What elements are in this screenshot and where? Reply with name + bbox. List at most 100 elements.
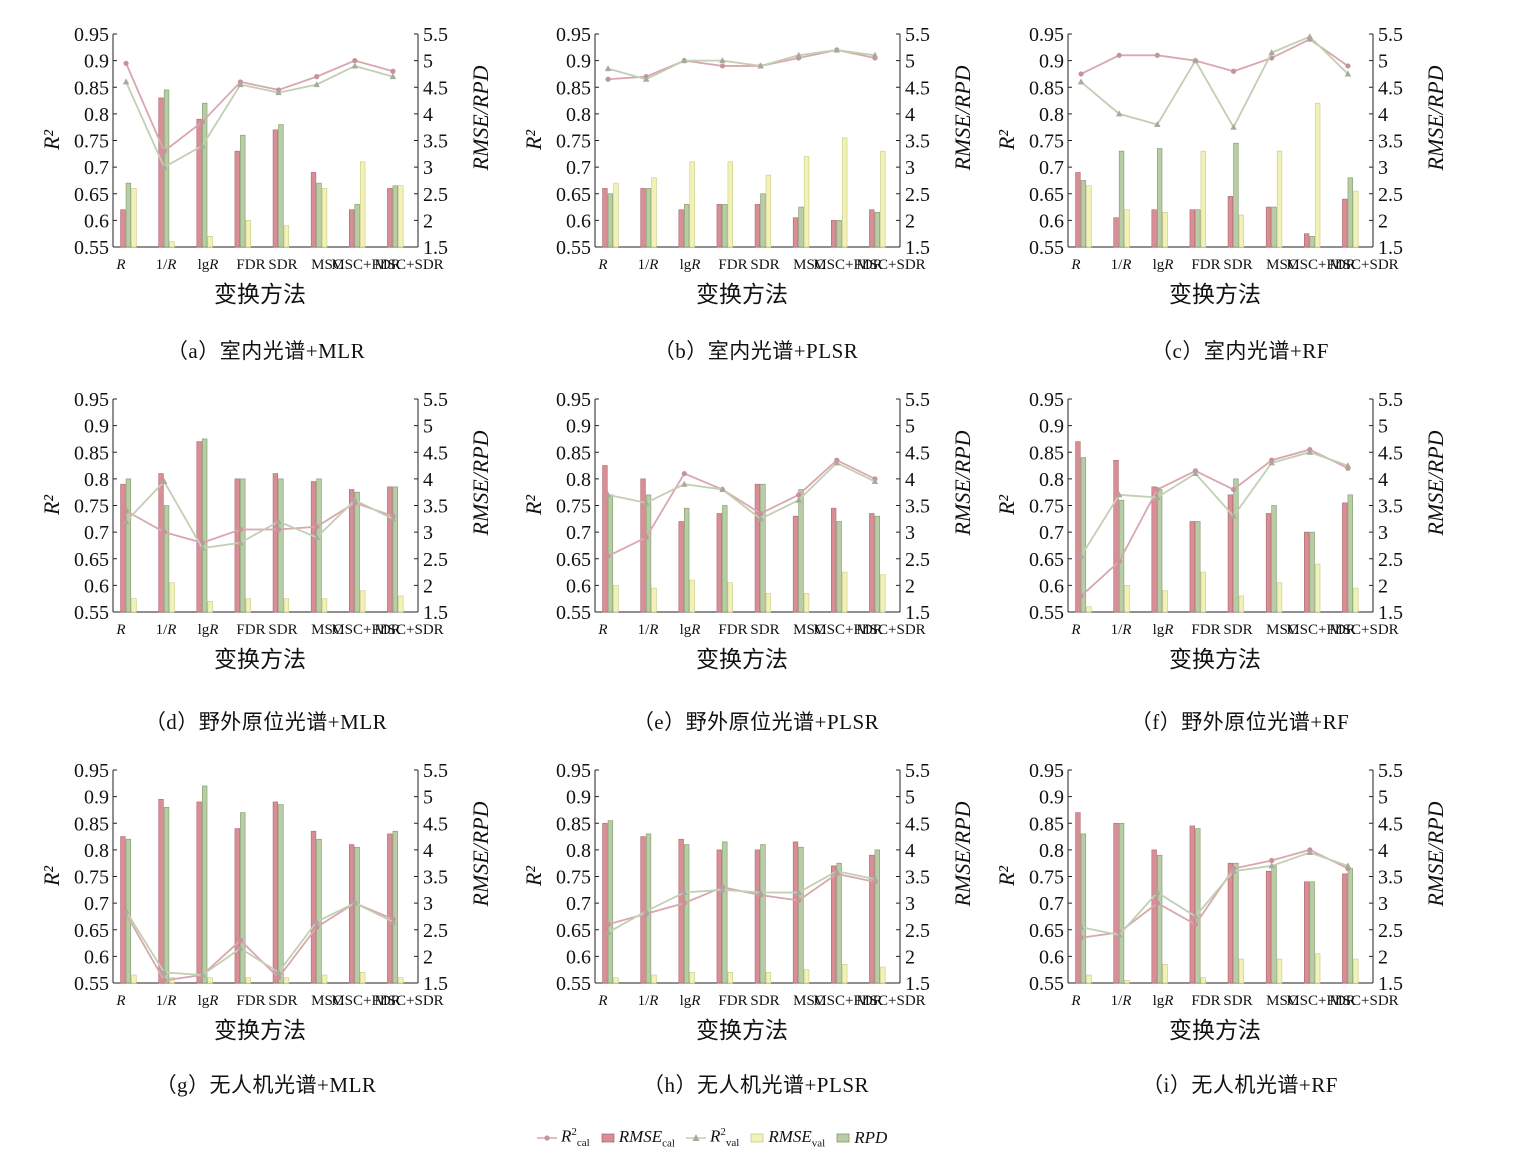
right-tick-label: 1.5: [423, 602, 448, 624]
bar-rmsecal: [754, 849, 761, 984]
line-r2-val-point: [199, 544, 206, 551]
left-tick-label: 0.75: [1029, 131, 1064, 153]
bar-rmsecal: [640, 478, 646, 613]
right-tick-label: 2.5: [905, 184, 930, 206]
bar-rmseval: [1086, 185, 1092, 248]
right-tick-label: 2: [905, 575, 915, 597]
x-tick-label: MSC+SDR: [374, 993, 443, 1009]
x-tick-label: FDR: [718, 993, 747, 1009]
x-tick-label: MSC: [1266, 622, 1298, 638]
bar-rmseval: [1124, 980, 1130, 984]
left-tick-label: 0.65: [74, 184, 109, 206]
x-tick-label: R: [115, 622, 125, 638]
bar-rmseval: [398, 595, 404, 613]
right-tick-label: 3.5: [1378, 131, 1403, 153]
line-r2-val-point: [237, 81, 244, 88]
bar-rmseval: [321, 974, 328, 984]
line-r2-val-point: [757, 62, 764, 69]
line-r2-val-point: [237, 539, 244, 546]
subplot-c: 0.55 0.6 0.65 0.7 0.75 0.8 0.85 0.9 0.95 1.5 2 2.5 3…: [994, 24, 1448, 307]
line-r2-val-point: [275, 968, 282, 975]
subplot-h: 0.55 0.6 0.65 0.7 0.75 0.8 0.85 0.9 0.95 1.5 2 2.5 3…: [521, 760, 975, 1043]
left-axis-title: R²: [994, 866, 1019, 887]
bar-rmseval: [1162, 212, 1168, 248]
x-tick-label: 1/R: [156, 622, 177, 638]
bar-rmsecal: [1113, 459, 1119, 613]
line-r2-cal-point: [1154, 900, 1160, 906]
left-tick-label: 0.8: [566, 469, 591, 491]
right-tick-label: 2.5: [423, 184, 448, 206]
bar-rmsecal: [1151, 849, 1157, 984]
x-axis-title: 变换方法: [214, 282, 306, 307]
bar-rmseval: [613, 182, 619, 248]
line-r2-cal-point: [199, 119, 205, 125]
left-tick-label: 0.8: [566, 104, 591, 126]
left-tick-label: 0.85: [556, 77, 591, 99]
left-tick-label: 0.9: [84, 787, 109, 809]
line-r2-cal-point: [123, 508, 129, 514]
line-r2-cal-point: [1116, 558, 1122, 565]
right-tick-label: 5.5: [423, 24, 448, 46]
right-tick-label: 3.5: [905, 867, 930, 889]
left-tick-label: 0.85: [1029, 442, 1064, 464]
bar-rpd: [125, 478, 132, 613]
bar-rmseval: [842, 137, 848, 248]
right-tick-label: 4.5: [905, 77, 930, 99]
left-tick-label: 0.55: [1029, 237, 1064, 259]
x-tick-label: FDR: [1191, 257, 1220, 273]
line-r2-cal-point: [123, 60, 129, 66]
right-tick-label: 3: [1378, 893, 1388, 915]
bar-rmseval: [1162, 964, 1168, 984]
right-tick-label: 2.5: [905, 920, 930, 942]
right-tick-label: 5: [905, 416, 915, 438]
legend-r2-val: R2val: [685, 1126, 739, 1150]
x-tick-label: 1/R: [638, 257, 659, 273]
right-axis-title: RMSE/RPD: [1423, 430, 1448, 536]
x-tick-label: SDR: [268, 257, 297, 273]
left-tick-label: 0.8: [84, 104, 109, 126]
line-r2-cal-point: [1192, 921, 1199, 928]
right-tick-label: 1.5: [1378, 602, 1403, 624]
bar-rpd: [1271, 206, 1277, 248]
line-r2-val-point: [1344, 70, 1352, 77]
x-tick-label: R: [597, 993, 607, 1009]
x-tick-label: MSC+FDR: [813, 622, 882, 638]
left-axis-title: R²: [994, 130, 1019, 151]
right-tick-label: 4.5: [905, 813, 930, 835]
bar-rpd: [798, 206, 804, 248]
bar-rmsecal: [754, 204, 761, 248]
bar-rmsecal: [120, 836, 126, 984]
bar-rmseval: [651, 974, 657, 984]
left-tick-label: 0.7: [1039, 893, 1064, 915]
line-r2-cal-point: [1230, 68, 1237, 74]
line-r2-cal-point: [314, 74, 320, 80]
x-tick-label: FDR: [718, 622, 747, 638]
right-tick-label: 4.5: [905, 442, 930, 464]
line-r2-cal-point: [161, 977, 167, 983]
line-r2-cal-point: [643, 534, 649, 541]
left-tick-label: 0.95: [1029, 389, 1064, 411]
right-tick-label: 4: [423, 469, 433, 491]
bar-rpd: [1080, 457, 1087, 613]
right-tick-label: 4: [423, 840, 433, 862]
bar-rpd: [1309, 531, 1315, 613]
x-tick-label: MSC+SDR: [856, 622, 925, 638]
line-r2-val-point: [1077, 78, 1085, 85]
bar-rmsecal: [349, 489, 355, 613]
bar-rpd: [1233, 478, 1239, 613]
bar-rmsecal: [387, 486, 393, 613]
right-tick-label: 3.5: [423, 131, 448, 153]
bar-rpd: [1233, 862, 1239, 984]
bar-rpd: [1309, 236, 1315, 248]
line-r2-cal-point: [605, 921, 611, 928]
line-r2-val-point: [389, 918, 397, 925]
line-r2-val: [607, 870, 876, 934]
line-r2-val-point: [313, 533, 320, 540]
left-tick-label: 0.9: [566, 416, 591, 438]
line-r2-val-point: [351, 62, 359, 69]
right-tick-label: 4: [1378, 840, 1388, 862]
line-r2-cal-point: [275, 526, 282, 533]
bar-rmsecal: [716, 849, 722, 984]
line-r2-val-point: [1115, 931, 1123, 938]
bar-rpd: [392, 830, 398, 984]
